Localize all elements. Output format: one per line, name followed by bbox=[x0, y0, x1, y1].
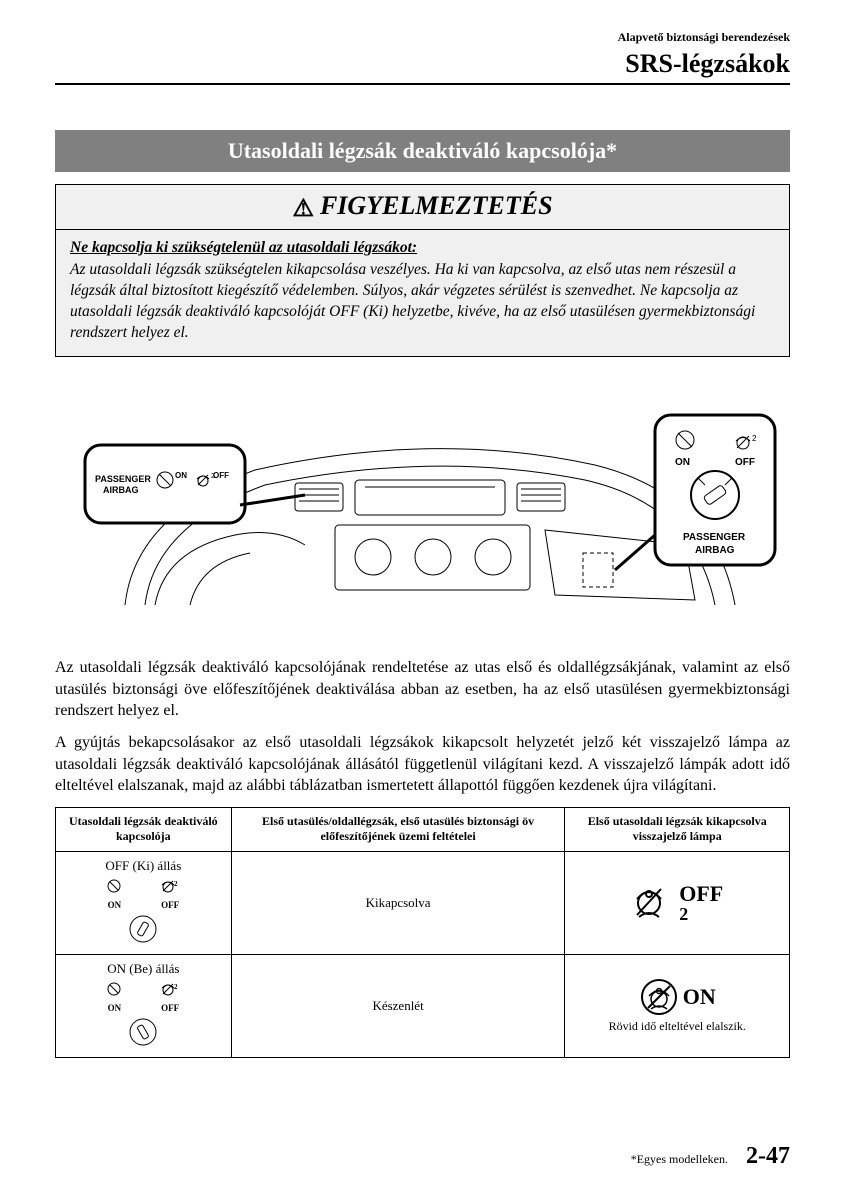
switch-on-text: ON bbox=[108, 900, 122, 910]
warning-body-text: Az utasoldali légzsák szükségtelen kikap… bbox=[70, 261, 755, 341]
svg-text:AIRBAG: AIRBAG bbox=[695, 545, 735, 556]
table-header-2: Első utasülés/oldallégzsák, első utasülé… bbox=[231, 807, 565, 851]
key-cylinder-icon bbox=[128, 1017, 158, 1051]
condition-on: Készenlét bbox=[231, 954, 565, 1057]
svg-text:OFF: OFF bbox=[213, 471, 229, 480]
condition-off: Kikapcsolva bbox=[231, 851, 565, 954]
airbag-off-icon bbox=[631, 881, 675, 925]
svg-text:ON: ON bbox=[175, 471, 187, 480]
indicator-off-sub: 2 bbox=[679, 905, 688, 923]
switch-off-text: OFF bbox=[161, 900, 179, 910]
table-header-1: Utasoldali légzsák deaktiváló kapcsolója bbox=[56, 807, 232, 851]
fig-left-label-airbag: AIRBAG bbox=[103, 485, 139, 495]
paragraph-2: A gyújtás bekapcsolásakor az első utasol… bbox=[55, 732, 790, 797]
warning-title-text: FIGYELMEZTETÉS bbox=[320, 191, 553, 220]
footnote: *Egyes modelleken. bbox=[631, 1152, 728, 1167]
on-icon bbox=[107, 879, 121, 895]
svg-text:2: 2 bbox=[174, 983, 178, 991]
page-footer: *Egyes modelleken. 2-47 bbox=[55, 1143, 790, 1170]
page-number: 2-47 bbox=[746, 1143, 790, 1170]
key-cylinder-icon bbox=[128, 914, 158, 948]
warning-body: Ne kapcsolja ki szükségtelenül az utasol… bbox=[56, 230, 789, 357]
header-chapter: Alapvető biztonsági berendezések bbox=[55, 30, 790, 45]
switch-off-text: OFF bbox=[161, 1003, 179, 1013]
svg-text:2: 2 bbox=[174, 880, 178, 888]
warning-triangle-icon: ⚠ bbox=[292, 194, 314, 223]
svg-text:PASSENGER: PASSENGER bbox=[683, 532, 746, 543]
off-icon: 2 bbox=[161, 981, 179, 999]
airbag-on-icon bbox=[639, 977, 679, 1017]
warning-box: ⚠FIGYELMEZTETÉS Ne kapcsolja ki szükségt… bbox=[55, 184, 790, 357]
switch-label-on: ON (Be) állás bbox=[107, 961, 179, 977]
switch-label-off: OFF (Ki) állás bbox=[105, 858, 181, 874]
svg-text:ON: ON bbox=[675, 457, 690, 468]
svg-text:OFF: OFF bbox=[735, 457, 755, 468]
header-section: SRS-légzsákok bbox=[55, 49, 790, 79]
warning-headline: Ne kapcsolja ki szükségtelenül az utasol… bbox=[70, 238, 775, 259]
warning-header: ⚠FIGYELMEZTETÉS bbox=[56, 185, 789, 230]
header-rule bbox=[55, 83, 790, 85]
indicator-on: ON Rövid idő elteltével elalszik. bbox=[573, 977, 781, 1034]
dashboard-figure: PASSENGER AIRBAG ON 2 OFF bbox=[55, 375, 790, 645]
svg-text:2: 2 bbox=[752, 434, 757, 443]
table-header-3: Első utasoldali légzsák kikapcsolva viss… bbox=[565, 807, 790, 851]
on-icon bbox=[107, 982, 121, 998]
table-row: OFF (Ki) állás 2 ON OFF bbox=[56, 851, 790, 954]
table-row: ON (Be) állás 2 ON OFF bbox=[56, 954, 790, 1057]
paragraph-1: Az utasoldali légzsák deaktiváló kapcsol… bbox=[55, 657, 790, 722]
airbag-state-table: Utasoldali légzsák deaktiváló kapcsolója… bbox=[55, 807, 790, 1058]
indicator-off-text: OFF bbox=[679, 883, 723, 905]
section-title: Utasoldali légzsák deaktiváló kapcsolója… bbox=[55, 130, 790, 172]
indicator-on-text: ON bbox=[683, 984, 716, 1010]
switch-on-text: ON bbox=[108, 1003, 122, 1013]
fig-left-label-passenger: PASSENGER bbox=[95, 474, 151, 484]
indicator-on-note: Rövid idő elteltével elalszik. bbox=[609, 1019, 746, 1034]
off-icon: 2 bbox=[161, 878, 179, 896]
indicator-off: OFF 2 bbox=[573, 881, 781, 925]
